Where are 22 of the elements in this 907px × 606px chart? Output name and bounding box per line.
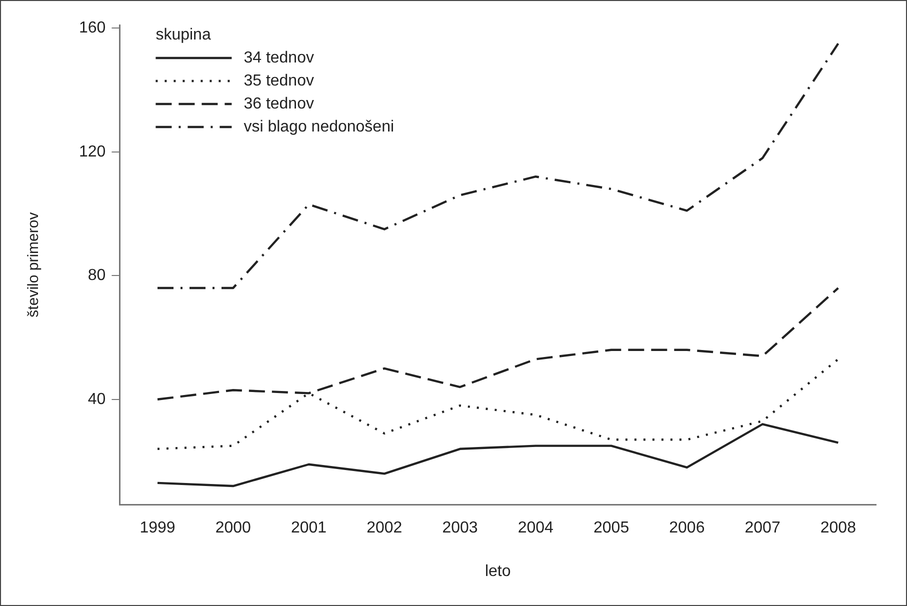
legend-label: 34 tednov — [244, 49, 314, 66]
x-tick-label: 2003 — [442, 520, 478, 537]
y-tick-label: 40 — [88, 390, 106, 408]
y-tick-label: 80 — [88, 267, 106, 284]
y-axis-title: število primerov — [25, 212, 42, 318]
x-tick-label: 2007 — [744, 520, 780, 537]
x-tick-label: 2004 — [518, 520, 554, 537]
x-tick-label: 2000 — [215, 520, 252, 537]
y-tick-label: 120 — [78, 143, 106, 160]
x-tick-label: 2005 — [593, 520, 630, 537]
line-series — [156, 42, 840, 290]
legend-label: 35 tednov — [244, 72, 314, 90]
x-tick-label: 2001 — [290, 520, 327, 537]
legend-label: vsi blago nedonošeni — [244, 118, 394, 136]
x-tick-label: 1999 — [140, 520, 176, 537]
x-axis-title: leto — [484, 562, 511, 580]
x-tick-label: 2006 — [669, 520, 705, 537]
x-tick-label: 2008 — [820, 520, 856, 537]
y-tick-label: 160 — [78, 20, 106, 36]
legend-title: skupina — [156, 26, 211, 44]
x-tick-label: 2002 — [366, 520, 402, 537]
legend-label: 36 tednov — [244, 95, 314, 112]
